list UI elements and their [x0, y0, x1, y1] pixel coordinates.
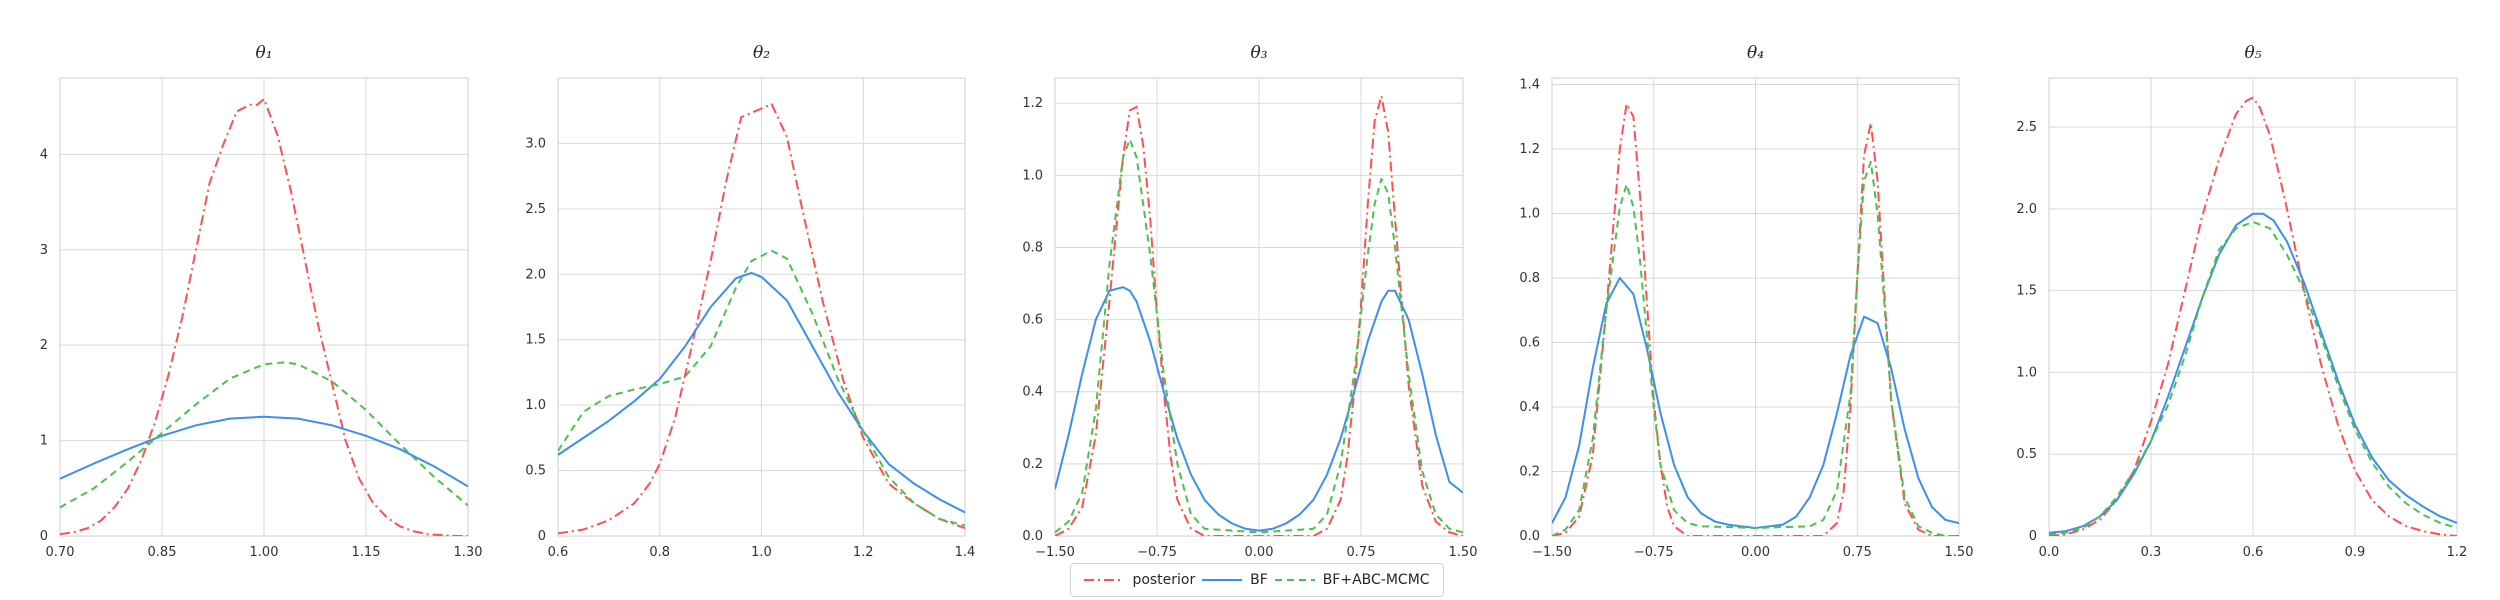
axes-frame	[59, 77, 469, 537]
y-tick-label: 3.0	[525, 136, 546, 151]
y-tick-label: 0.8	[1022, 240, 1043, 255]
y-tick-label: 0.6	[1519, 335, 1540, 350]
y-tick-label: 1.0	[2016, 365, 2037, 380]
x-tick-label: 1.50	[1945, 545, 1974, 560]
x-tick-label: 0.70	[46, 545, 75, 560]
x-tick-label: 1.30	[454, 545, 483, 560]
y-tick-label: 0.8	[1519, 271, 1540, 286]
legend-item-bf: BF	[1202, 572, 1268, 588]
x-tick-label: 1.00	[250, 545, 279, 560]
y-tick-label: 2.5	[525, 202, 546, 217]
y-tick-label: 2	[40, 338, 48, 353]
panel-1: 0.70 0.85 1.00 1.15 1.30 0 1 2 3 4 θ₁	[40, 43, 483, 560]
x-tick-label: 0.85	[148, 545, 177, 560]
y-tick-label: 1.2	[1022, 96, 1043, 111]
y-tick-label: 2.5	[2016, 120, 2037, 135]
legend-item-bf-abc-mcmc: BF+ABC-MCMC	[1274, 572, 1430, 588]
y-tick-label: 0	[40, 529, 48, 544]
x-tick-label: 1.0	[751, 545, 772, 560]
series-line-bf	[60, 415, 468, 488]
x-tick-label: 0.6	[2243, 545, 2264, 560]
series-line-bf	[2049, 212, 2457, 534]
x-tick-label: 0.0	[2039, 545, 2060, 560]
y-tick-label: 0	[538, 529, 546, 544]
x-tick-label: 0.6	[548, 545, 569, 560]
series-line-posterior	[2049, 96, 2457, 536]
legend-label-bf-abc-mcmc: BF+ABC-MCMC	[1322, 572, 1430, 588]
series-line-bf	[1055, 286, 1463, 532]
series-line-bf	[558, 271, 965, 514]
y-tick-label: 0.0	[1519, 529, 1540, 544]
y-tick-label: 2.0	[525, 267, 546, 282]
legend-swatch-bf	[1202, 579, 1243, 581]
x-tick-label: −1.50	[1035, 545, 1075, 560]
series-line-posterior	[1055, 95, 1463, 536]
series-line-posterior	[558, 103, 965, 535]
panel-4: −1.50 −0.75 0.00 0.75 1.50 0.0 0.2 0.4 0.6 0.8 1.0…	[1519, 43, 1973, 560]
legend-label-posterior: posterior	[1132, 572, 1196, 588]
y-tick-label: 0.5	[525, 464, 546, 479]
y-tick-label: 1.5	[2016, 284, 2037, 299]
legend: posterior BF BF+ABC-MCMC	[1070, 563, 1444, 597]
series-line-bf-abc-mcmc	[558, 249, 965, 527]
y-tick-label: 0.4	[1519, 400, 1540, 415]
x-tick-label: −0.75	[1634, 545, 1674, 560]
y-tick-label: 1	[40, 434, 48, 449]
y-tick-label: 0.4	[1022, 385, 1043, 400]
x-tick-label: 0.3	[2141, 545, 2162, 560]
y-tick-label: 0.0	[1022, 529, 1043, 544]
y-tick-label: 1.5	[525, 333, 546, 348]
series-line-bf-abc-mcmc	[1552, 160, 1959, 536]
panel-title: θ₅	[2244, 43, 2261, 63]
x-tick-label: 1.50	[1449, 545, 1478, 560]
series-line-posterior	[60, 97, 468, 536]
x-tick-label: 0.75	[1347, 545, 1376, 560]
x-tick-label: 0.00	[1741, 545, 1770, 560]
x-tick-label: 1.2	[853, 545, 874, 560]
y-tick-label: 1.2	[1519, 142, 1540, 157]
panel-title: θ₁	[255, 43, 272, 63]
series-line-bf-abc-mcmc	[60, 361, 468, 509]
y-tick-label: 1.4	[1519, 77, 1540, 92]
axes-frame	[2048, 77, 2458, 537]
y-tick-label: 0	[2029, 529, 2037, 544]
legend-item-posterior: posterior	[1084, 572, 1195, 588]
legend-swatch-posterior	[1084, 579, 1125, 581]
panel-2: 0.6 0.8 1.0 1.2 1.4 0 0.5 1.0 1.5 2.0 2.5 3.0 θ₂	[525, 43, 975, 560]
y-tick-label: 2.0	[2016, 202, 2037, 217]
panel-5: 0.0 0.3 0.6 0.9 1.2 0 0.5 1.0 1.5 2.0 2.5 θ₅	[2016, 43, 2467, 560]
x-tick-label: 1.4	[955, 545, 976, 560]
y-tick-label: 0.2	[1022, 457, 1043, 472]
x-tick-label: 0.9	[2345, 545, 2366, 560]
y-tick-label: 0.6	[1022, 313, 1043, 328]
x-tick-label: −1.50	[1532, 545, 1572, 560]
y-tick-label: 4	[40, 147, 48, 162]
x-tick-label: 0.00	[1245, 545, 1274, 560]
legend-label-bf: BF	[1250, 572, 1268, 588]
panel-title: θ₃	[1250, 43, 1267, 63]
panel-title: θ₂	[753, 43, 770, 63]
axes-frame	[557, 77, 966, 537]
panel-title: θ₄	[1747, 43, 1764, 63]
series-line-bf-abc-mcmc	[2049, 220, 2457, 536]
y-tick-label: 1.0	[1519, 206, 1540, 221]
x-tick-label: −0.75	[1137, 545, 1177, 560]
y-tick-label: 3	[40, 243, 48, 258]
x-tick-label: 0.8	[649, 545, 670, 560]
y-tick-label: 0.5	[2016, 447, 2037, 462]
series-line-bf-abc-mcmc	[1055, 138, 1463, 534]
panel-3: −1.50 −0.75 0.00 0.75 1.50 0.0 0.2 0.4 0.6 0.8 1.0…	[1022, 43, 1477, 560]
y-tick-label: 1.0	[1022, 168, 1043, 183]
legend-swatch-bf-abc-mcmc	[1274, 579, 1315, 581]
x-tick-label: 1.15	[352, 545, 381, 560]
y-tick-label: 0.2	[1519, 464, 1540, 479]
x-tick-label: 0.75	[1843, 545, 1872, 560]
y-tick-label: 1.0	[525, 398, 546, 413]
x-tick-label: 1.2	[2447, 545, 2468, 560]
